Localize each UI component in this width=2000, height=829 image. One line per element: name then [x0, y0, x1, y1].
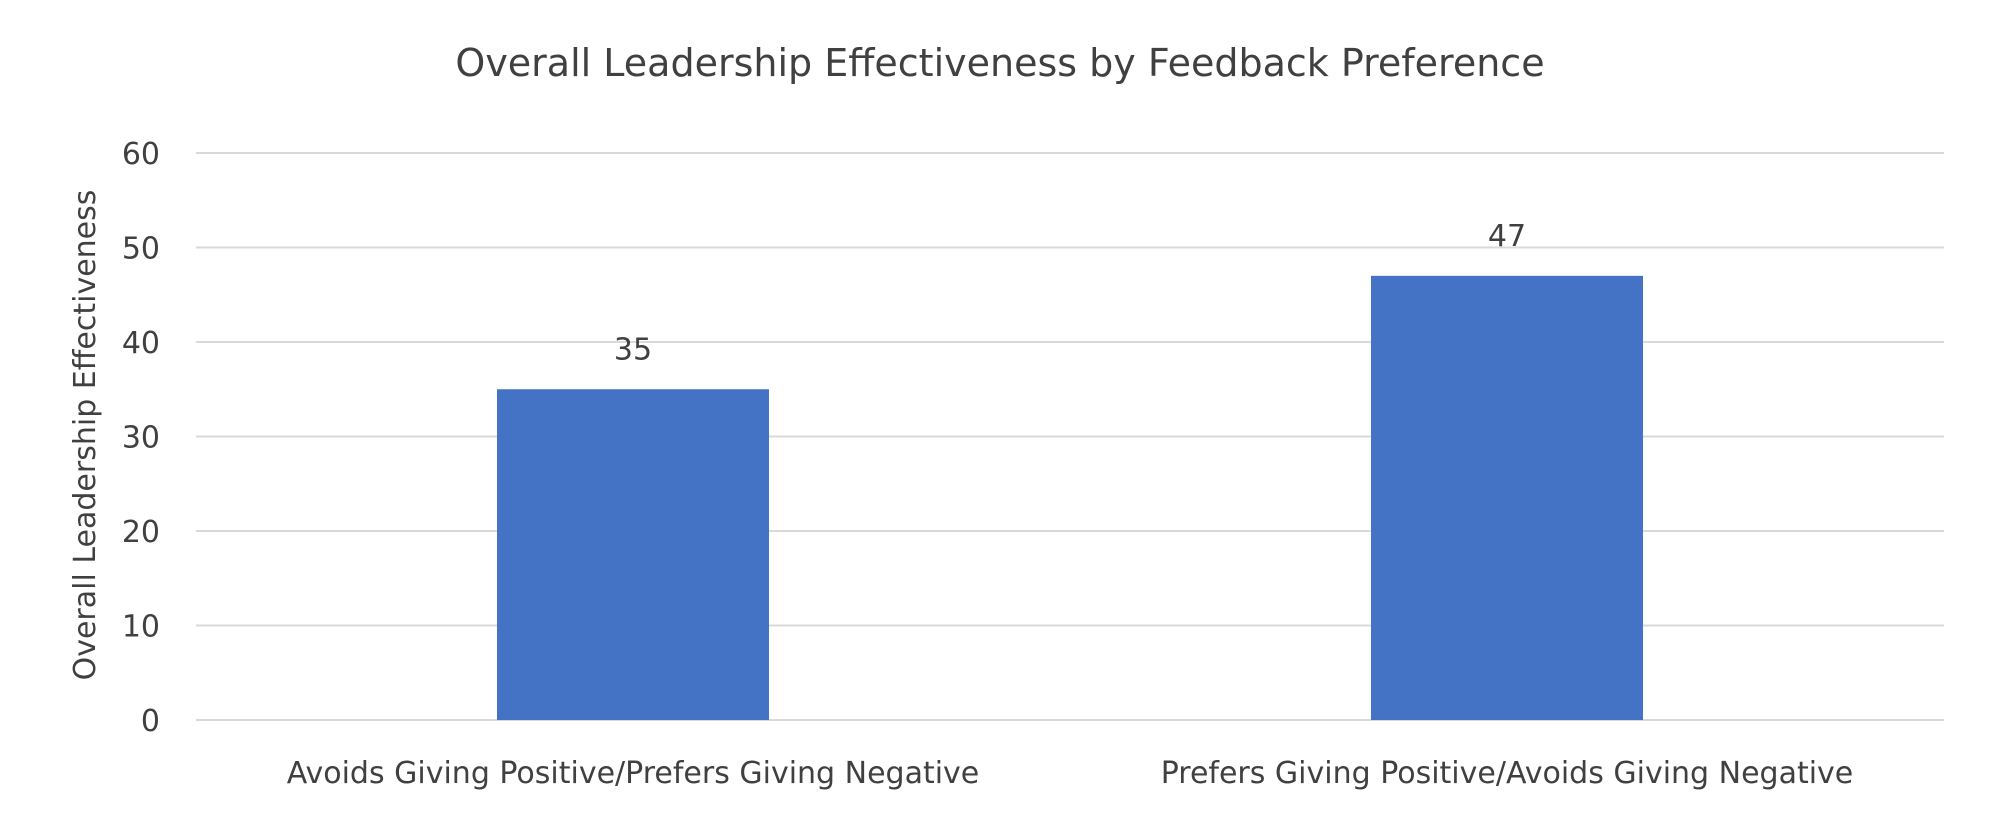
bars — [497, 275, 1643, 720]
x-axis-categories: Avoids Giving Positive/Prefers Giving Ne… — [287, 756, 1854, 791]
y-axis-ticks: 0 10 20 30 40 50 60 — [122, 137, 160, 739]
y-axis-label: Overall Leadership Effectiveness — [68, 190, 103, 681]
y-tick-label: 30 — [122, 421, 160, 456]
chart-title: Overall Leadership Effectiveness by Feed… — [455, 41, 1544, 85]
y-tick-label: 50 — [122, 232, 160, 267]
x-category-label: Prefers Giving Positive/Avoids Giving Ne… — [1161, 756, 1854, 791]
gridlines — [196, 152, 1944, 721]
bar — [1371, 275, 1643, 720]
data-labels: 35 47 — [614, 219, 1526, 367]
y-tick-label: 60 — [122, 137, 160, 172]
data-label: 47 — [1488, 219, 1526, 254]
x-category-label: Avoids Giving Positive/Prefers Giving Ne… — [287, 756, 980, 791]
y-tick-label: 0 — [141, 704, 160, 739]
y-tick-label: 40 — [122, 326, 160, 361]
bar — [497, 389, 769, 720]
y-tick-label: 10 — [122, 610, 160, 645]
data-label: 35 — [614, 332, 652, 367]
y-tick-label: 20 — [122, 515, 160, 550]
